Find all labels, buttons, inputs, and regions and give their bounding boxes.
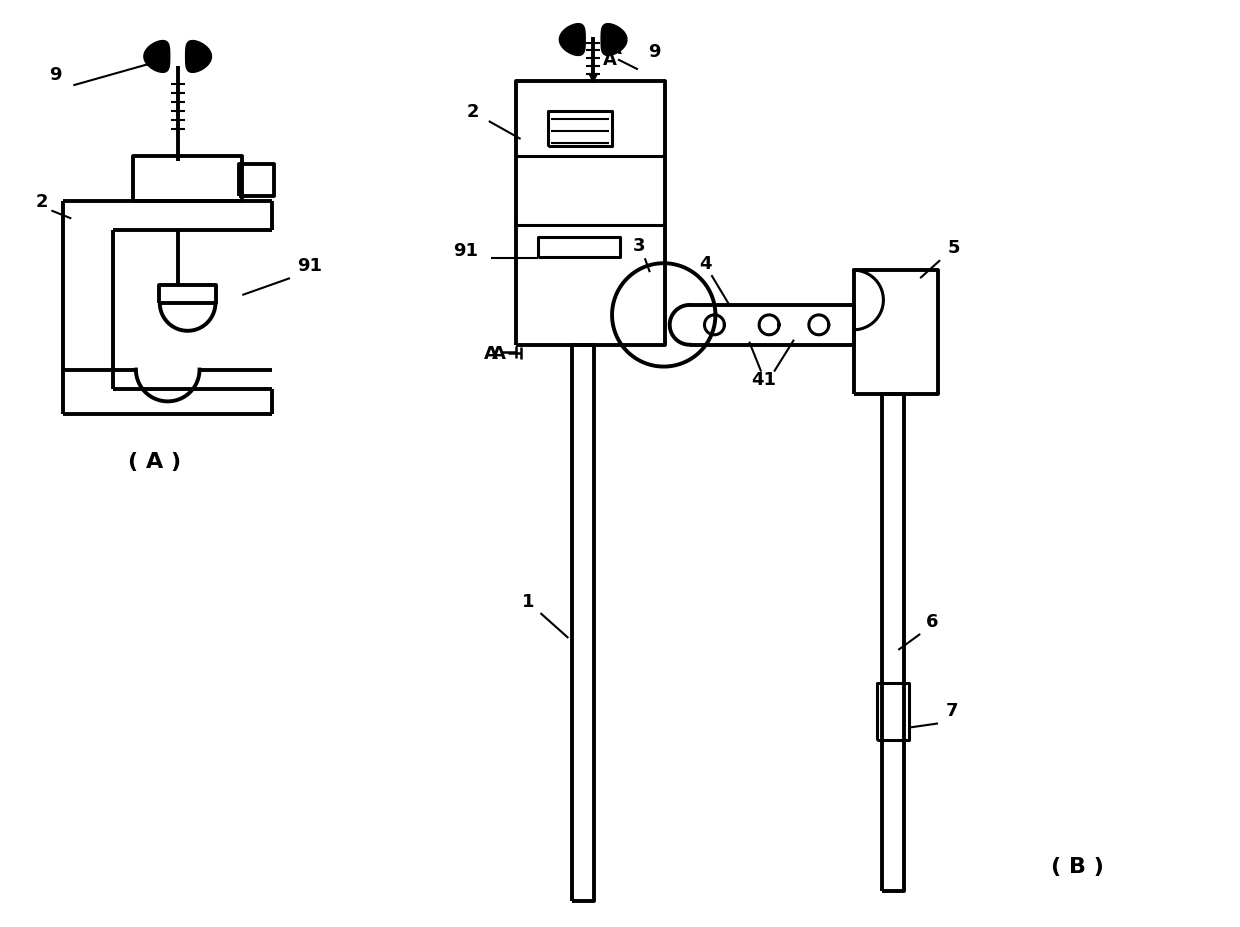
- Text: A: A: [603, 51, 618, 70]
- Text: 7: 7: [946, 702, 959, 719]
- Text: 9: 9: [50, 66, 62, 84]
- Text: ( A ): ( A ): [128, 451, 181, 472]
- Polygon shape: [559, 25, 585, 57]
- Text: ( B ): ( B ): [1050, 856, 1104, 876]
- Text: 3: 3: [632, 237, 646, 255]
- Text: A: A: [608, 41, 622, 58]
- Text: 2: 2: [35, 192, 47, 210]
- Text: 5: 5: [949, 239, 961, 257]
- Text: A: A: [484, 344, 497, 362]
- Text: 1: 1: [522, 592, 534, 611]
- Polygon shape: [601, 25, 627, 57]
- Text: 6: 6: [926, 613, 939, 630]
- Text: 2: 2: [466, 103, 479, 121]
- Text: 9: 9: [647, 44, 661, 61]
- Text: 91: 91: [453, 242, 477, 260]
- Polygon shape: [144, 42, 170, 73]
- Text: 4: 4: [699, 255, 712, 273]
- Polygon shape: [186, 42, 212, 73]
- Text: 41: 41: [751, 371, 776, 389]
- Text: A: A: [492, 344, 506, 362]
- Text: 91: 91: [296, 257, 322, 275]
